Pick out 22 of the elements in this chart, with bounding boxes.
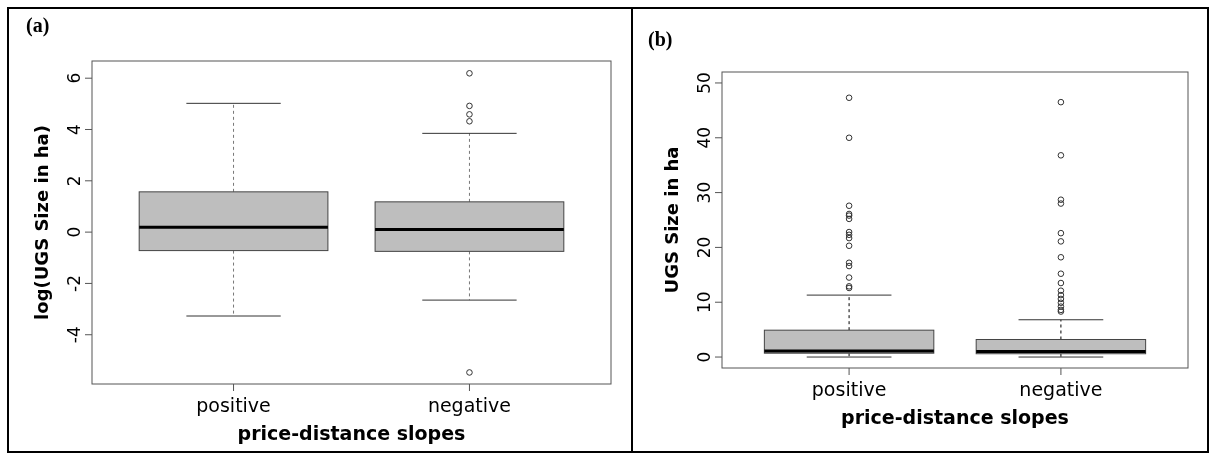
x-axis-title: price-distance slopes (841, 406, 1069, 428)
y-axis-title: log(UGS Size in ha) (31, 125, 52, 320)
chart-title: (b) (648, 28, 673, 51)
y-tick-label: 0 (694, 351, 714, 363)
y-tick-label: 4 (64, 124, 84, 135)
x-tick-label: negative (1019, 378, 1103, 400)
y-tick-label: -2 (64, 274, 84, 292)
y-tick-label: -4 (64, 326, 84, 344)
x-tick-label: negative (427, 394, 512, 416)
y-tick-label: 50 (694, 72, 714, 94)
y-tick-label: 40 (694, 126, 714, 149)
y-tick-label: 6 (64, 72, 84, 84)
y-tick-label: 10 (694, 291, 714, 314)
x-tick-label: positive (196, 394, 271, 416)
y-tick-label: 20 (694, 236, 714, 259)
y-tick-label: 30 (694, 181, 714, 204)
chart-title: (a) (26, 14, 50, 37)
y-tick-label: 2 (64, 175, 84, 187)
x-axis-title: price-distance slopes (237, 422, 466, 444)
y-axis-title: UGS Size in ha (661, 146, 682, 294)
x-tick-label: positive (811, 378, 887, 400)
y-tick-label: 0 (64, 226, 84, 238)
